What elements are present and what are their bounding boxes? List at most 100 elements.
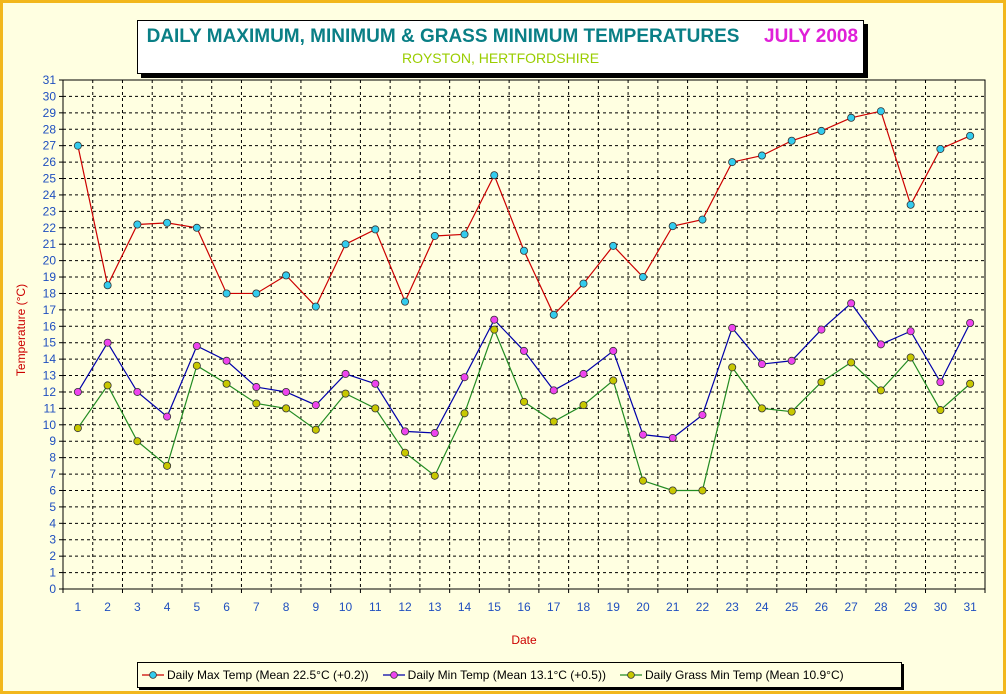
legend-label: Daily Min Temp (Mean 13.1°C (+0.5))	[407, 668, 606, 682]
x-tick-label: 6	[223, 600, 230, 614]
x-tick-label: 2	[104, 600, 111, 614]
data-point	[520, 397, 529, 406]
legend: Daily Max Temp (Mean 22.5°C (+0.2)) Daily…	[137, 662, 902, 688]
data-point	[133, 437, 142, 446]
data-point	[936, 144, 945, 153]
y-tick-label: 0	[49, 582, 56, 596]
x-tick-label: 5	[193, 600, 200, 614]
data-point	[222, 379, 231, 388]
data-point	[401, 448, 410, 457]
data-point	[609, 241, 618, 250]
data-point	[460, 409, 469, 418]
data-point	[103, 281, 112, 290]
data-point	[133, 220, 142, 229]
data-point	[222, 289, 231, 298]
x-tick-label: 27	[844, 600, 858, 614]
data-point	[698, 410, 707, 419]
x-axis-label: Date	[511, 633, 537, 647]
data-point	[847, 113, 856, 122]
data-point	[252, 383, 261, 392]
data-point	[668, 433, 677, 442]
data-point	[579, 369, 588, 378]
x-tick-label: 7	[253, 600, 260, 614]
data-point	[757, 151, 766, 160]
data-point	[252, 399, 261, 408]
data-point	[787, 136, 796, 145]
data-point	[817, 378, 826, 387]
data-point	[847, 299, 856, 308]
x-tick-label: 17	[547, 600, 561, 614]
data-point	[787, 407, 796, 416]
data-point	[371, 404, 380, 413]
data-point	[520, 346, 529, 355]
y-tick-label: 11	[44, 401, 57, 415]
chart-plot: 0123456789101112131415161718192021222324…	[14, 73, 986, 647]
data-point	[579, 401, 588, 410]
data-point	[73, 141, 82, 150]
y-tick-label: 9	[49, 434, 56, 448]
x-tick-label: 10	[339, 600, 353, 614]
chart-subtitle: ROYSTON, HERTFORDSHIRE	[401, 50, 600, 66]
x-tick-label: 26	[815, 600, 829, 614]
data-point	[906, 327, 915, 336]
data-point	[282, 387, 291, 396]
y-tick-label: 26	[43, 155, 57, 169]
data-point	[549, 417, 558, 426]
data-point	[549, 310, 558, 319]
x-tick-label: 25	[785, 600, 799, 614]
x-tick-label: 29	[904, 600, 918, 614]
series-3	[73, 325, 975, 495]
data-point	[73, 387, 82, 396]
data-point	[341, 389, 350, 398]
data-point	[579, 279, 588, 288]
y-tick-label: 24	[43, 188, 57, 202]
data-point	[638, 476, 647, 485]
x-tick-label: 11	[369, 600, 382, 614]
legend-item: Daily Grass Min Temp (Mean 10.9°C)	[619, 668, 844, 682]
data-point	[876, 340, 885, 349]
y-axis-label: Temperature (°C)	[14, 284, 28, 376]
data-point	[222, 356, 231, 365]
chart-month: JULY 2008	[764, 26, 859, 47]
data-point	[430, 231, 439, 240]
y-tick-label: 12	[43, 385, 57, 399]
x-tick-label: 1	[75, 600, 82, 614]
y-tick-label: 16	[43, 319, 57, 333]
data-point	[341, 240, 350, 249]
data-point	[311, 425, 320, 434]
data-point	[728, 363, 737, 372]
chart-title: DAILY MAXIMUM, MINIMUM & GRASS MINIMUM T…	[146, 26, 740, 47]
x-tick-label: 18	[577, 600, 591, 614]
x-tick-label: 3	[134, 600, 141, 614]
title-box: DAILY MAXIMUM, MINIMUM & GRASS MINIMUM T…	[137, 20, 864, 74]
x-tick-label: 16	[517, 600, 531, 614]
data-point	[698, 215, 707, 224]
axes: 0123456789101112131415161718192021222324…	[43, 73, 986, 614]
legend-label: Daily Grass Min Temp (Mean 10.9°C)	[644, 668, 844, 682]
data-point	[698, 486, 707, 495]
data-point	[401, 297, 410, 306]
data-point	[757, 360, 766, 369]
x-tick-label: 19	[607, 600, 621, 614]
x-tick-label: 22	[696, 600, 710, 614]
y-tick-label: 3	[49, 533, 56, 547]
x-tick-label: 14	[458, 600, 472, 614]
data-point	[192, 341, 201, 350]
y-tick-label: 17	[43, 303, 57, 317]
data-point	[876, 386, 885, 395]
data-point	[192, 223, 201, 232]
x-tick-label: 24	[755, 600, 769, 614]
y-tick-label: 23	[43, 204, 57, 218]
x-tick-label: 20	[636, 600, 650, 614]
data-point	[520, 246, 529, 255]
data-point	[371, 379, 380, 388]
data-point	[757, 404, 766, 413]
y-tick-label: 13	[43, 369, 57, 383]
data-point	[103, 338, 112, 347]
grid	[63, 80, 985, 589]
y-tick-label: 18	[43, 286, 57, 300]
x-tick-label: 13	[428, 600, 442, 614]
data-point	[192, 361, 201, 370]
data-point	[609, 346, 618, 355]
x-tick-label: 9	[312, 600, 319, 614]
